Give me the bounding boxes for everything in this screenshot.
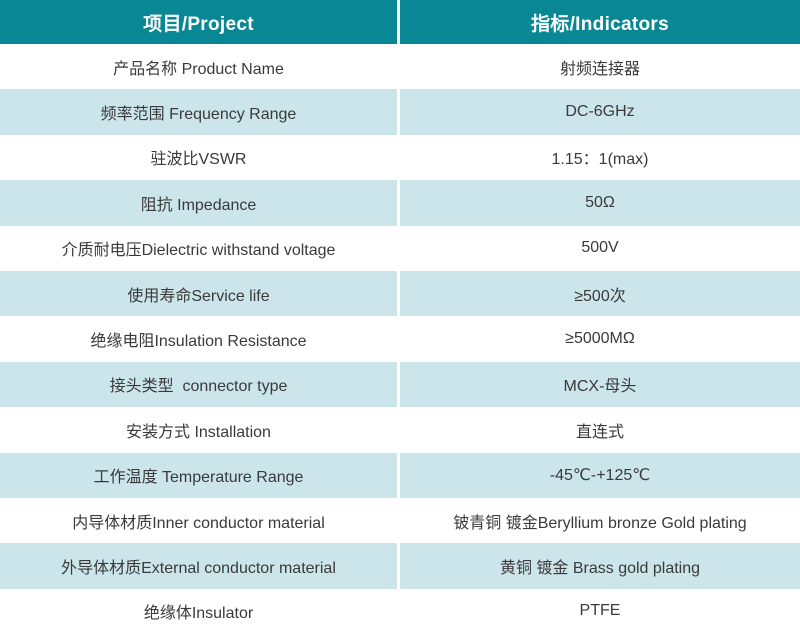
table-row: 外导体材质External conductor material 黄铜 镀金 B… [0, 543, 800, 589]
indicator-cell: DC-6GHz [565, 103, 635, 121]
indicator-cell: 射频连接器 [559, 60, 640, 78]
table-row: 接头类型 connector type MCX-母头 [0, 361, 800, 408]
header-indicators: 指标/Indicators [531, 13, 669, 35]
table-row: 绝缘电阻Insulation Resistance ≥5000MΩ [0, 316, 800, 362]
project-cell: 绝缘电阻Insulation Resistance [0, 316, 400, 362]
project-cell: 使用寿命Service life [0, 270, 400, 317]
indicator-cell: 500V [581, 239, 619, 257]
table-row: 工作温度 Temperature Range -45℃-+125℃ [0, 452, 800, 498]
project-cell: 阻抗 Impedance [0, 180, 400, 226]
project-cell: 外导体材质External conductor material [0, 543, 400, 589]
project-cell: 工作温度 Temperature Range [0, 452, 400, 498]
table-row: 产品名称 Product Name 射频连接器 [0, 44, 800, 90]
project-cell: 频率范围 Frequency Range [0, 89, 400, 135]
project-cell: 安装方式 Installation [0, 407, 400, 453]
table-row: 阻抗 Impedance 50Ω [0, 180, 800, 226]
table-header-row: 项目/Project 指标/Indicators [0, 0, 800, 44]
table-row: 安装方式 Installation 直连式 [0, 407, 800, 453]
table-row: 频率范围 Frequency Range DC-6GHz [0, 89, 800, 135]
table-row: 绝缘体Insulator PTFE [0, 588, 800, 634]
indicator-cell: ≥500次 [574, 287, 626, 305]
project-cell: 接头类型 connector type [0, 361, 400, 408]
indicator-cell: 铍青铜 镀金Beryllium bronze Gold plating [453, 514, 747, 532]
table-row: 介质耐电压Dielectric withstand voltage 500V [0, 225, 800, 271]
indicator-cell: MCX-母头 [563, 378, 637, 396]
indicator-cell: PTFE [579, 602, 621, 620]
header-project: 项目/Project [0, 0, 400, 44]
indicator-cell: 1.15：1(max) [551, 151, 649, 169]
project-cell: 内导体材质Inner conductor material [0, 497, 400, 544]
indicator-cell: 50Ω [585, 193, 615, 211]
indicator-cell: 黄铜 镀金 Brass gold plating [499, 559, 701, 577]
project-cell: 驻波比VSWR [0, 134, 400, 181]
project-cell: 绝缘体Insulator [0, 588, 400, 634]
table-row: 内导体材质Inner conductor material 铍青铜 镀金Bery… [0, 497, 800, 544]
indicator-cell: 直连式 [575, 423, 624, 441]
table-row: 驻波比VSWR 1.15：1(max) [0, 134, 800, 181]
indicator-cell: -45℃-+125℃ [549, 467, 651, 485]
project-cell: 产品名称 Product Name [0, 44, 400, 90]
table-row: 使用寿命Service life ≥500次 [0, 270, 800, 317]
indicator-cell: ≥5000MΩ [565, 330, 635, 348]
project-cell: 介质耐电压Dielectric withstand voltage [0, 225, 400, 271]
